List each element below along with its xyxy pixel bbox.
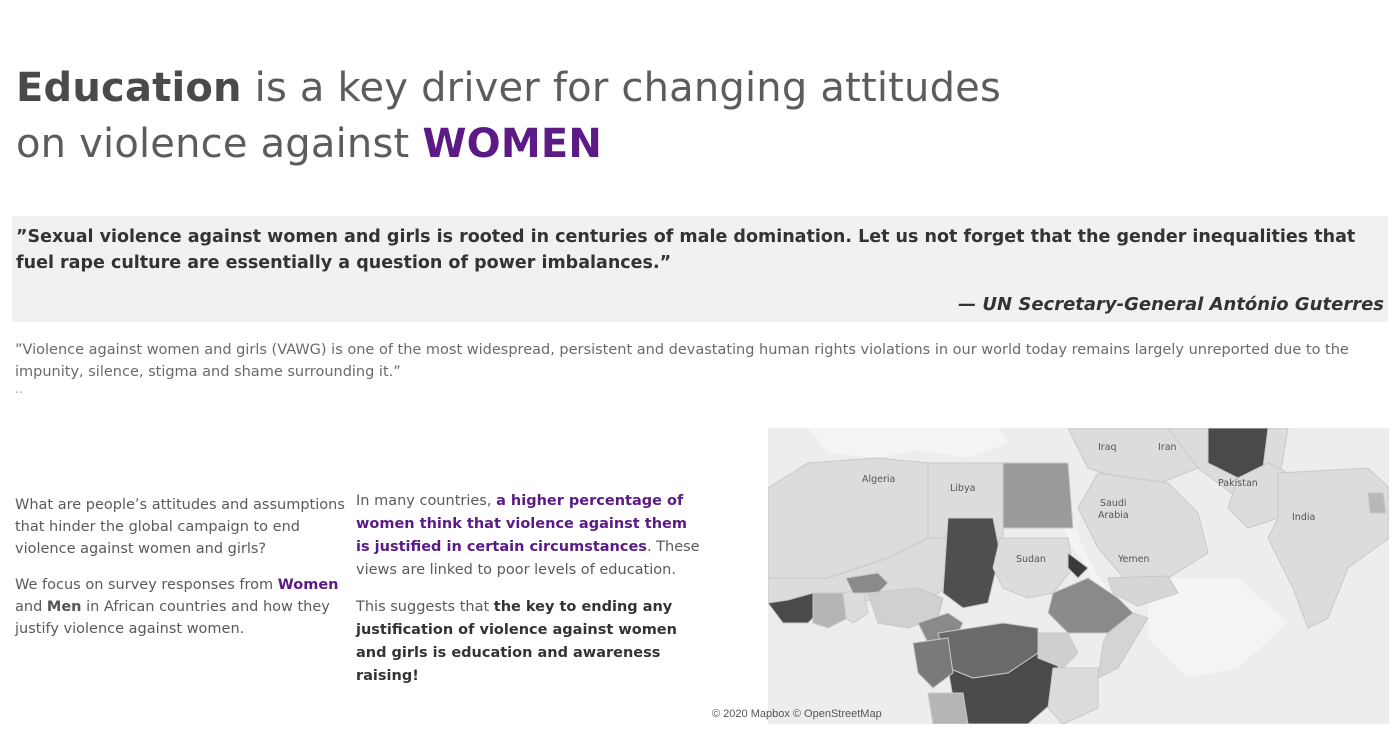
region-eritrea[interactable]: [1067, 552, 1089, 579]
map-label-saudi: Saudi: [1100, 498, 1127, 509]
choropleth-map[interactable]: Algeria Libya Iraq Iran Pakistan Saudi A…: [768, 428, 1389, 724]
quote-box: ”Sexual violence against women and girls…: [12, 216, 1388, 322]
map-label-sudan: Sudan: [1016, 554, 1046, 565]
title-rest-line-1: is a key driver for changing attitudes: [241, 65, 1002, 111]
region-bangladesh[interactable]: [1367, 492, 1387, 514]
findings-column: In many countries, a higher percentage o…: [356, 490, 701, 702]
finding-2-highlight: the key to ending any justification of v…: [356, 599, 677, 684]
map-label-arabia: Arabia: [1098, 510, 1129, 521]
quote-text: ”Sexual violence against women and girls…: [16, 227, 1356, 273]
map-canvas[interactable]: [768, 428, 1389, 724]
region-chad[interactable]: [942, 517, 1001, 609]
region-angola[interactable]: [927, 692, 969, 724]
region-somalia[interactable]: [1097, 612, 1149, 679]
title-women: WOMEN: [422, 121, 603, 167]
finding-paragraph-2: This suggests that the key to ending any…: [356, 596, 701, 688]
map-attribution[interactable]: © 2020 Mapbox © OpenStreetMap: [712, 708, 882, 720]
title-line-2: on violence against WOMEN: [16, 116, 1016, 172]
region-sudan[interactable]: [992, 537, 1074, 599]
mediterranean-sea: [808, 428, 1008, 458]
map-label-india: India: [1292, 512, 1316, 523]
region-iraq[interactable]: [1067, 428, 1199, 489]
map-label-yemen: Yemen: [1118, 554, 1150, 565]
region-yemen[interactable]: [1107, 575, 1179, 607]
map-label-algeria: Algeria: [862, 474, 896, 485]
intro-focus-text-a: We focus on survey responses from: [15, 577, 278, 593]
intro-focus-text-b: and: [15, 599, 47, 615]
title-line-2-text: on violence against: [16, 121, 423, 167]
region-burkina-faso[interactable]: [845, 572, 889, 594]
page-title: Education is a key driver for changing a…: [16, 60, 1016, 172]
men-highlight: Men: [46, 599, 82, 615]
intro-focus: We focus on survey responses from Women …: [15, 574, 345, 640]
region-uganda-kenya[interactable]: [1037, 632, 1079, 669]
sub-quote: ”Violence against women and girls (VAWG)…: [15, 342, 1349, 380]
region-cote-divoire[interactable]: [812, 592, 849, 629]
arabian-sea: [1148, 578, 1288, 678]
women-highlight: Women: [277, 577, 339, 593]
finding-1-text-a: In many countries,: [356, 493, 497, 509]
map-label-iraq: Iraq: [1098, 442, 1117, 453]
intro-column: What are people’s attitudes and assumpti…: [15, 494, 345, 654]
region-tanzania[interactable]: [1047, 667, 1099, 724]
region-india[interactable]: [1267, 467, 1389, 629]
intro-question: What are people’s attitudes and assumpti…: [15, 497, 345, 557]
map-label-libya: Libya: [950, 483, 976, 494]
map-label-iran: Iran: [1158, 442, 1177, 453]
finding-1-text-b: . These views are linked to poor levels …: [356, 539, 700, 578]
quote-author: — UN Secretary-General António Guterres: [958, 294, 1384, 315]
intro-focus-text-c: in African countries and how they justif…: [15, 599, 330, 637]
finding-1-highlight: a higher percentage of women think that …: [356, 493, 687, 555]
finding-paragraph-1: In many countries, a higher percentage o…: [356, 490, 701, 582]
map-label-pakistan: Pakistan: [1218, 478, 1258, 489]
ellipsis-marker: ..: [15, 382, 23, 396]
region-egypt[interactable]: [1002, 462, 1074, 529]
finding-2-text-a: This suggests that: [356, 599, 494, 615]
region-congo[interactable]: [912, 637, 954, 689]
title-education: Education: [16, 65, 242, 111]
title-line-1: Education is a key driver for changing a…: [16, 60, 1016, 116]
